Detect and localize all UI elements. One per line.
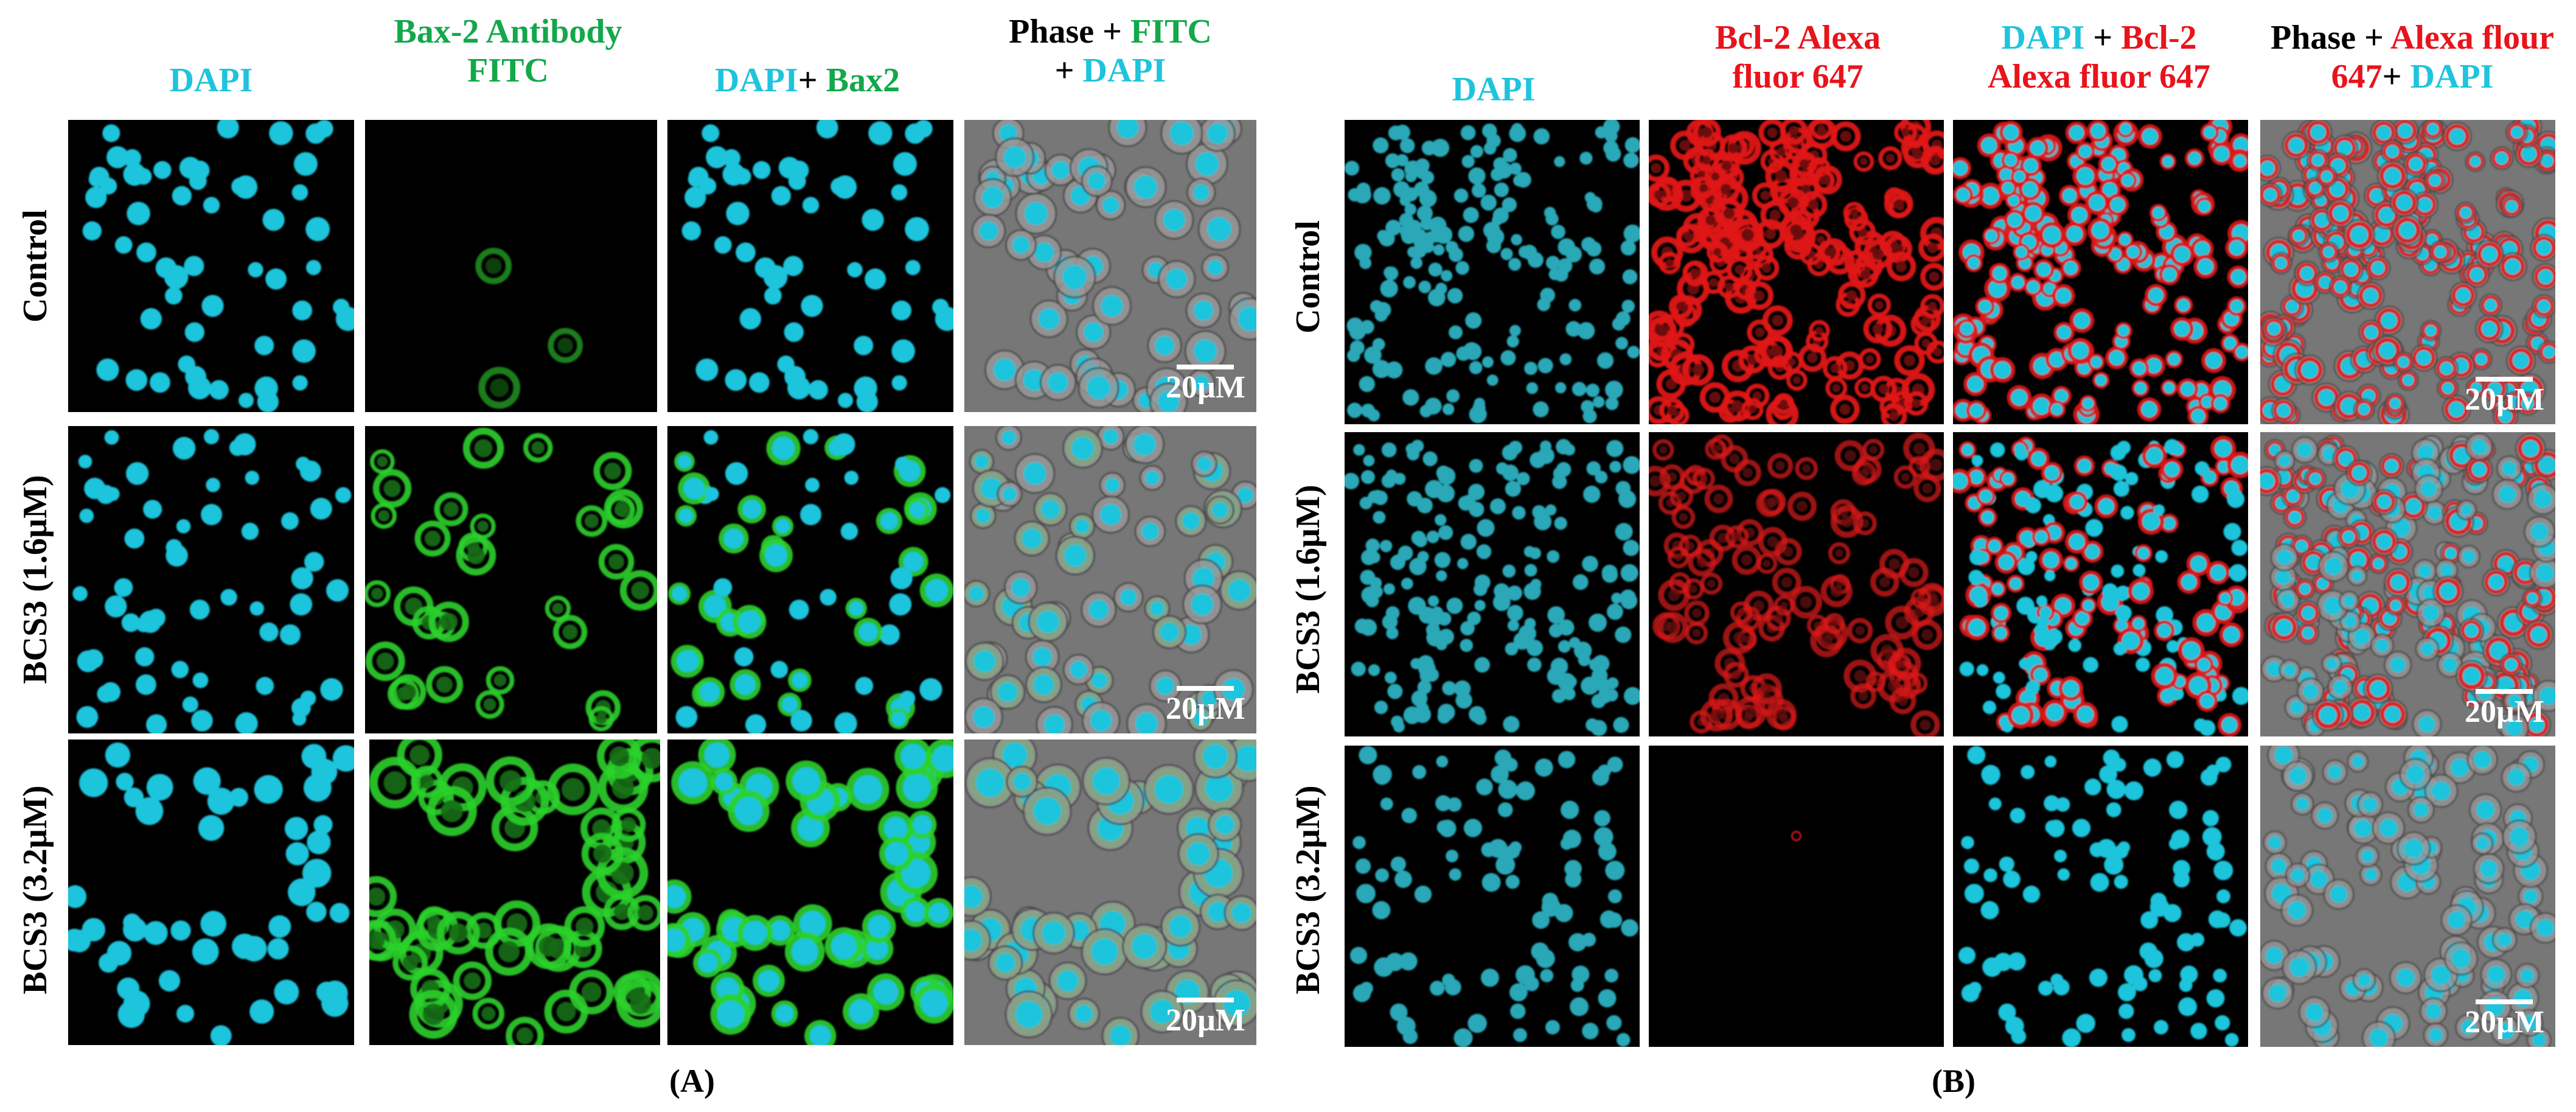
- header-text-segment: DAPI: [1452, 71, 1536, 108]
- header-text-segment: DAPI: [169, 61, 253, 99]
- header-text-segment: Bcl-2: [2121, 19, 2197, 57]
- scale-bar: 20µM: [2465, 999, 2544, 1040]
- header-text-segment: +: [2084, 19, 2122, 57]
- micrograph-image: [667, 740, 953, 1045]
- panel-a-control-phase: 20µM: [964, 120, 1256, 412]
- micrograph-image: [1345, 432, 1640, 736]
- header-text-segment: +: [2382, 58, 2411, 96]
- micrograph-image: [1953, 120, 2248, 424]
- scale-bar: 20µM: [1166, 686, 1245, 726]
- header-text-segment: +: [798, 61, 826, 99]
- panel-a-control-dapi: [68, 120, 354, 412]
- panel-a-header-dapi-bax2: DAPI+ Bax2: [664, 61, 950, 100]
- micrograph-image: [68, 426, 354, 733]
- micrograph-image: [667, 426, 953, 733]
- panel-b-1-6-dapi: [1345, 432, 1640, 736]
- header-text-segment: FITC: [467, 52, 549, 89]
- panel-a-control-merge: [667, 120, 953, 412]
- panel-a-1-6-fitc: [365, 426, 657, 733]
- micrograph-image: [1649, 432, 1944, 736]
- micrograph-image: [1649, 120, 1944, 424]
- header-text-segment: Bax-2 Antibody: [394, 13, 622, 51]
- header-text-segment: DAPI: [1082, 52, 1166, 89]
- panel-a-1-6-dapi: [68, 426, 354, 733]
- panel-a-header-dapi: DAPI: [68, 61, 354, 100]
- panel-a-1-6-phase: 20µM: [964, 426, 1256, 733]
- micrograph-image: [2260, 120, 2555, 424]
- scale-bar: 20µM: [2465, 377, 2544, 417]
- panel-b-1-6-phase: 20µM: [2260, 432, 2555, 736]
- panel-a-1-6-merge: [667, 426, 953, 733]
- header-text-segment: Phase +: [1009, 13, 1131, 51]
- header-text-segment: DAPI: [714, 61, 798, 99]
- panel-b-label: (B): [1932, 1063, 1976, 1099]
- panel-b-3-2-phase: 20µM: [2260, 746, 2555, 1047]
- micrograph-image: [1953, 432, 2248, 736]
- panel-b-control-merge: [1953, 120, 2248, 424]
- header-text-segment: fluor 647: [1732, 58, 1864, 96]
- panel-a-header-phase-fitc-dapi: Phase + FITC + DAPI: [964, 12, 1256, 90]
- header-text-segment: +: [1054, 52, 1083, 89]
- micrograph-image: [964, 426, 1256, 733]
- panel-b-header-bcl2-alexa: Bcl-2 Alexa fluor 647: [1649, 18, 1947, 96]
- micrograph-image: [68, 740, 354, 1045]
- panel-a-3-2-fitc: [369, 740, 660, 1045]
- micrograph-image: [68, 120, 354, 412]
- micrograph-image: [2260, 746, 2555, 1047]
- micrograph-image: [667, 120, 953, 412]
- header-text-segment: Alexa flour: [2390, 19, 2554, 57]
- header-text-segment: FITC: [1130, 13, 1212, 51]
- panel-b-1-6-merge: [1953, 432, 2248, 736]
- scale-bar: 20µM: [1166, 365, 1245, 405]
- panel-a-3-2-dapi: [68, 740, 354, 1045]
- header-text-segment: Phase +: [2271, 19, 2390, 57]
- micrograph-image: [1345, 120, 1640, 424]
- panel-b-header-phase-alexa-dapi: Phase + Alexa flour 647+ DAPI: [2251, 18, 2574, 96]
- scale-bar: 20µM: [2465, 689, 2544, 729]
- panel-b-3-2-merge: [1953, 746, 2248, 1047]
- micrograph-image: [1649, 746, 1944, 1047]
- panel-b-3-2-dapi: [1345, 746, 1640, 1047]
- header-text-segment: DAPI: [2410, 58, 2494, 96]
- micrograph-image: [1345, 746, 1640, 1047]
- micrograph-image: [964, 740, 1256, 1045]
- panel-b-header-dapi: DAPI: [1345, 70, 1643, 109]
- micrograph-image: [365, 426, 657, 733]
- panel-b-control-dapi: [1345, 120, 1640, 424]
- panel-a-label: (A): [669, 1063, 715, 1099]
- panel-b-control-phase: 20µM: [2260, 120, 2555, 424]
- micrograph-image: [1953, 746, 2248, 1047]
- scale-bar: 20µM: [1166, 998, 1245, 1038]
- micrograph-image: [365, 120, 657, 412]
- panel-b-control-alexa: [1649, 120, 1944, 424]
- micrograph-image: [964, 120, 1256, 412]
- panel-b-1-6-alexa: [1649, 432, 1944, 736]
- panel-a-control-fitc: [365, 120, 657, 412]
- header-text-segment: Bcl-2 Alexa: [1714, 19, 1881, 57]
- header-text-segment: 647: [2331, 58, 2383, 96]
- header-text-segment: DAPI: [2001, 19, 2085, 57]
- micrograph-image: [369, 740, 660, 1045]
- panel-a-3-2-phase: 20µM: [964, 740, 1256, 1045]
- panel-b-3-2-alexa: [1649, 746, 1944, 1047]
- header-text-segment: Bax2: [826, 61, 900, 99]
- panel-a-3-2-merge: [667, 740, 953, 1045]
- panel-a-header-bax2-fitc: Bax-2 Antibody FITC: [365, 12, 651, 90]
- panel-b-header-dapi-bcl2: DAPI + Bcl-2 Alexa fluor 647: [1950, 18, 2248, 96]
- header-text-segment: Alexa fluor 647: [1987, 58, 2211, 96]
